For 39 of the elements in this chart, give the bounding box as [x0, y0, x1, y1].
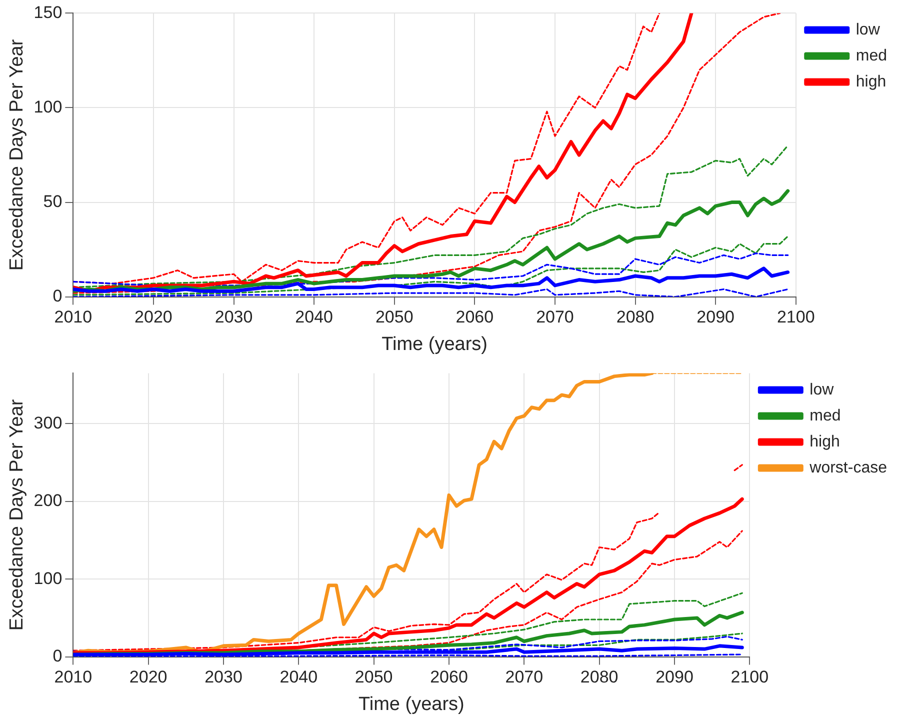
- y-tick-label: 0: [52, 286, 62, 306]
- x-tick-label: 2030: [204, 668, 242, 687]
- x-axis-title: Time (years): [358, 694, 464, 715]
- x-tick-label: 2070: [536, 308, 574, 327]
- x-tick-label: 2040: [280, 668, 318, 687]
- y-tick-label: 100: [34, 568, 62, 588]
- x-tick-label: 2020: [134, 308, 172, 327]
- x-tick-label: 2060: [456, 308, 494, 327]
- y-tick-label: 150: [34, 2, 62, 22]
- y-tick-label: 0: [52, 646, 62, 666]
- x-tick-label: 2090: [696, 308, 734, 327]
- x-tick-label: 2090: [656, 668, 694, 687]
- x-tick-label: 2010: [54, 668, 92, 687]
- x-tick-label: 2080: [580, 668, 618, 687]
- legend-label: low: [856, 21, 880, 38]
- legend-label: worst-case: [808, 459, 888, 476]
- legend-label: med: [856, 47, 887, 64]
- legend-label: low: [810, 381, 834, 398]
- y-tick-label: 100: [34, 97, 62, 116]
- y-tick-label: 300: [34, 413, 62, 432]
- y-tick-label: 200: [34, 491, 62, 510]
- legend-label: high: [856, 73, 886, 90]
- legend-label: high: [810, 433, 840, 450]
- x-tick-label: 2050: [354, 668, 393, 687]
- x-tick-label: 2060: [430, 668, 468, 687]
- legend-label: med: [810, 407, 841, 424]
- x-tick-label: 2080: [616, 308, 654, 327]
- x-tick-label: 2010: [54, 308, 92, 327]
- y-axis-title: Exceedance Days Per Year: [6, 398, 28, 631]
- x-axis-title: Time (years): [382, 334, 488, 355]
- x-tick-label: 2070: [505, 668, 544, 687]
- x-tick-label: 2050: [375, 308, 414, 327]
- x-tick-label: 2040: [295, 308, 333, 327]
- y-tick-label: 50: [43, 192, 62, 211]
- y-axis-title: Exceedance Days Per Year: [6, 38, 28, 271]
- x-tick-label: 2100: [776, 308, 815, 327]
- x-tick-label: 2100: [730, 668, 769, 687]
- x-tick-label: 2030: [214, 308, 253, 327]
- x-tick-label: 2020: [129, 668, 168, 687]
